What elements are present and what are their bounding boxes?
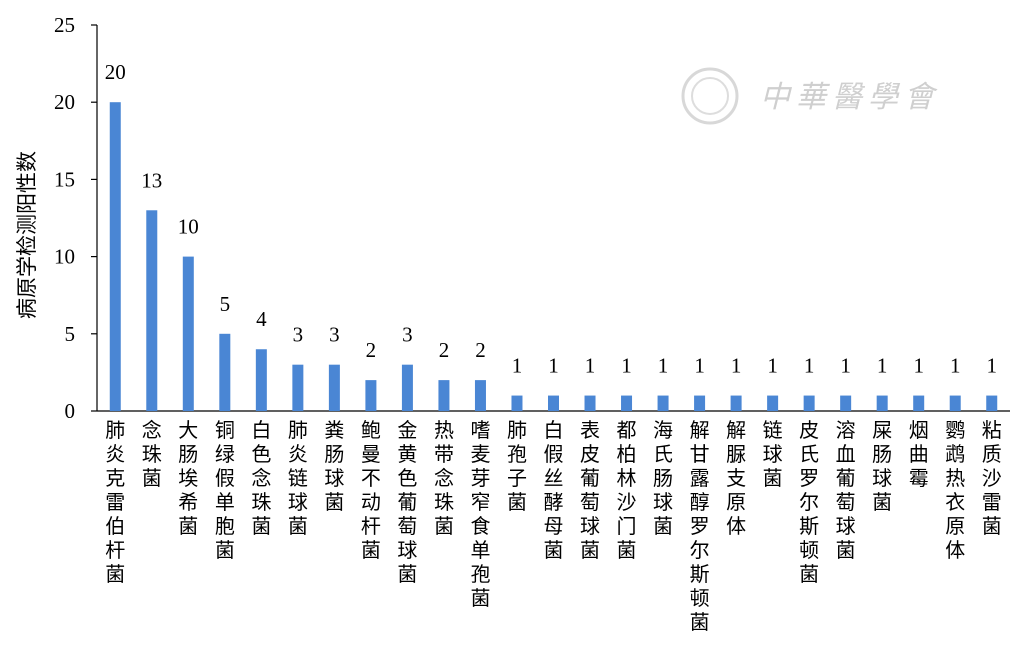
x-tick-label: 屎肠球菌 xyxy=(872,418,892,514)
bar xyxy=(986,395,998,411)
data-label: 1 xyxy=(804,354,815,378)
data-label: 3 xyxy=(402,323,413,347)
bar xyxy=(511,395,523,411)
data-label: 4 xyxy=(256,307,267,331)
x-tick-label: 白假丝酵母菌 xyxy=(544,418,564,562)
data-label: 1 xyxy=(950,354,961,378)
data-label: 1 xyxy=(548,354,559,378)
x-tick-label: 粪肠球菌 xyxy=(324,418,344,514)
y-tick-label: 5 xyxy=(65,322,76,346)
x-tick-label: 海氏肠球菌 xyxy=(653,418,673,538)
x-tick-label: 烟曲霉 xyxy=(909,418,929,490)
bar xyxy=(182,256,194,411)
y-axis-label: 病原学检测阳性数 xyxy=(15,151,39,319)
x-tick-label: 鲍曼不动杆菌 xyxy=(361,418,381,562)
watermark: 中華醫學會 xyxy=(681,67,940,125)
x-tick-label: 皮氏罗尔斯顿菌 xyxy=(799,418,819,586)
bar xyxy=(438,380,450,411)
y-tick-label: 0 xyxy=(65,399,76,423)
data-label: 20 xyxy=(105,60,126,84)
x-tick-label: 表皮葡萄球菌 xyxy=(580,418,600,562)
data-label: 1 xyxy=(731,354,742,378)
bar xyxy=(876,395,888,411)
bars xyxy=(109,102,998,411)
x-tick-labels: 肺炎克雷伯杆菌念珠菌大肠埃希菌铜绿假单胞菌白色念珠菌肺炎链球菌粪肠球菌鲍曼不动杆… xyxy=(105,418,1001,634)
x-tick-label: 铜绿假单胞菌 xyxy=(215,418,235,562)
x-tick-label: 念珠菌 xyxy=(142,418,162,490)
bar xyxy=(730,395,742,411)
x-tick-label: 金黄色葡萄球菌 xyxy=(397,418,417,586)
x-tick-label: 大肠埃希菌 xyxy=(178,418,198,538)
data-label: 2 xyxy=(366,338,377,362)
data-labels: 20 13 10 5 4 3 3 2 3 2 2 1 1 1 1 1 1 1 1 1 1 1 1 1 1 xyxy=(105,60,997,377)
x-tick-label: 溶血葡萄球菌 xyxy=(836,418,856,562)
bar xyxy=(219,333,231,411)
data-label: 1 xyxy=(585,354,596,378)
data-label: 1 xyxy=(913,354,924,378)
bar xyxy=(949,395,961,411)
data-label: 2 xyxy=(475,338,486,362)
x-tick-label: 肺炎克雷伯杆菌 xyxy=(105,418,125,586)
bar xyxy=(146,210,158,411)
bar xyxy=(474,380,486,411)
data-label: 1 xyxy=(767,354,778,378)
bar xyxy=(621,395,633,411)
bar xyxy=(657,395,669,411)
watermark-seal-inner-icon xyxy=(691,77,729,115)
data-label: 2 xyxy=(439,338,450,362)
x-tick-label: 都柏林沙门菌 xyxy=(617,418,637,562)
bar xyxy=(365,380,377,411)
bar xyxy=(767,395,779,411)
data-label: 1 xyxy=(621,354,632,378)
data-label: 1 xyxy=(986,354,997,378)
x-tick-label: 鹦鹉热衣原体 xyxy=(945,418,965,562)
data-label: 1 xyxy=(840,354,851,378)
bar xyxy=(803,395,815,411)
y-tick-label: 15 xyxy=(54,167,75,191)
data-label: 10 xyxy=(178,215,199,239)
data-label: 1 xyxy=(694,354,705,378)
bar xyxy=(548,395,559,411)
bar xyxy=(401,364,413,411)
data-label: 1 xyxy=(512,354,523,378)
y-tick-label: 10 xyxy=(54,245,75,269)
x-tick-label: 白色念珠菌 xyxy=(251,418,271,538)
bar xyxy=(840,395,852,411)
x-tick-label: 热带念珠菌 xyxy=(434,418,454,538)
data-label: 1 xyxy=(877,354,888,378)
watermark-text: 中華醫學會 xyxy=(760,80,940,115)
bar xyxy=(255,349,267,411)
bar xyxy=(584,395,596,411)
watermark-seal-icon xyxy=(681,67,739,125)
data-label: 5 xyxy=(220,292,231,316)
x-tick-label: 嗜麦芽窄食单孢菌 xyxy=(470,418,490,610)
bar xyxy=(694,395,706,411)
x-tick-label: 解甘露醇罗尔斯顿菌 xyxy=(690,418,710,634)
y-tick-label: 25 xyxy=(54,13,75,37)
x-tick-label: 解脲支原体 xyxy=(726,418,746,538)
x-tick-label: 链球菌 xyxy=(763,418,783,490)
x-tick-label: 肺炎链球菌 xyxy=(288,418,308,538)
bar xyxy=(913,395,925,411)
bar xyxy=(109,102,121,411)
data-label: 1 xyxy=(658,354,669,378)
data-label: 3 xyxy=(329,323,340,347)
data-label: 3 xyxy=(293,323,304,347)
x-tick-label: 肺孢子菌 xyxy=(507,418,527,514)
data-label: 13 xyxy=(141,168,162,192)
x-tick-label: 粘质沙雷菌 xyxy=(982,418,1002,538)
bar xyxy=(328,364,340,411)
bar xyxy=(292,364,304,411)
y-tick-label: 20 xyxy=(54,90,75,114)
